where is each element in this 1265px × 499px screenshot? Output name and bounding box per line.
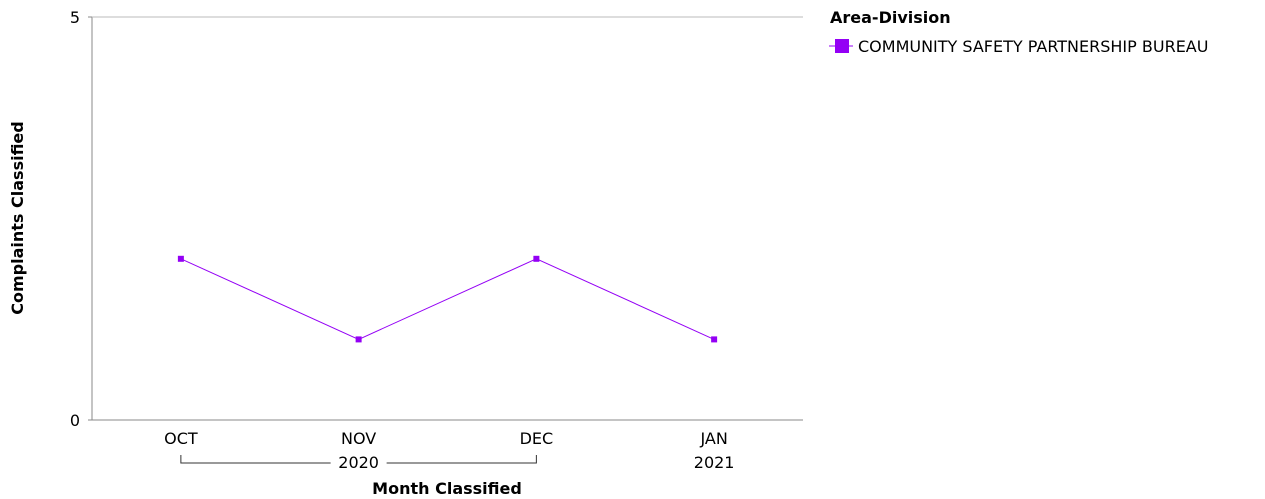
year-label: 2020 [338, 453, 379, 472]
year-bracket-right [386, 455, 537, 464]
x-axis-title: Month Classified [372, 479, 522, 498]
legend-item-label: COMMUNITY SAFETY PARTNERSHIP BUREAU [858, 37, 1208, 56]
legend-title: Area-Division [830, 8, 951, 27]
year-label: 2021 [694, 453, 735, 472]
series-line [180, 258, 715, 340]
data-point [533, 255, 540, 262]
x-tick-label: DEC [520, 429, 554, 448]
data-point [711, 336, 718, 343]
data-point [355, 336, 362, 343]
y-tick-label: 0 [70, 411, 80, 430]
legend: Area-Division COMMUNITY SAFETY PARTNERSH… [829, 8, 1208, 56]
year-bracket-left [180, 455, 331, 464]
year-group-brackets: 2020 2021 [180, 453, 735, 472]
y-tick-label: 5 [70, 8, 80, 27]
legend-swatch [835, 39, 849, 53]
y-axis-title: Complaints Classified [8, 121, 27, 314]
legend-items: COMMUNITY SAFETY PARTNERSHIP BUREAU [829, 37, 1208, 56]
x-tick-label: JAN [699, 429, 727, 448]
y-tick-group: 05 [70, 8, 92, 430]
x-tick-label: OCT [164, 429, 198, 448]
x-tick-group: OCT NOV DEC JAN [164, 429, 728, 448]
data-point [177, 255, 184, 262]
series-layer [177, 255, 718, 343]
x-tick-label: NOV [341, 429, 376, 448]
